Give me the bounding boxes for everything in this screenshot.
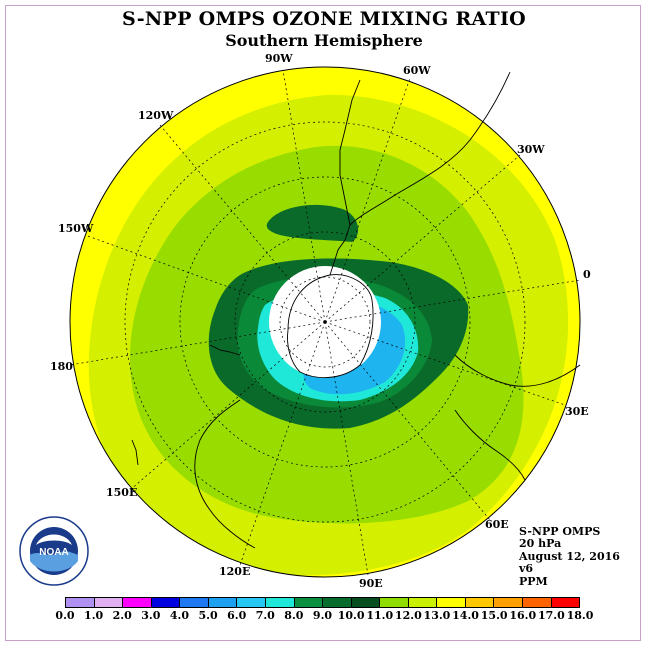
- colorbar-swatch: [379, 598, 408, 607]
- ozone-band-dark-green-patch: [266, 204, 359, 242]
- info-block: S-NPP OMPS 20 hPa August 12, 2016 v6 PPM: [519, 525, 620, 588]
- colorbar-tick-label: 8.0: [284, 609, 304, 622]
- colorbar-tick-label: 0.0: [55, 609, 75, 622]
- colorbar-swatch: [407, 598, 437, 607]
- colorbar-swatch: [293, 598, 323, 607]
- colorbar-tick-label: 12.0: [394, 609, 422, 622]
- colorbar-tick-label: 6.0: [227, 609, 247, 622]
- colorbar-tick-label: 5.0: [198, 609, 218, 622]
- lon-label-60w: 60W: [403, 64, 431, 77]
- colorbar: [65, 597, 580, 608]
- colorbar-swatch: [207, 598, 237, 607]
- coastlines: [131, 71, 581, 549]
- colorbar-swatch: [550, 598, 580, 607]
- lon-label-90e: 90E: [359, 577, 383, 590]
- south-pole-marker: [323, 320, 327, 324]
- map-border: [69, 66, 581, 578]
- lon-label-120e: 120E: [219, 565, 251, 578]
- colorbar-tick-label: 15.0: [480, 609, 508, 622]
- info-version: v6: [519, 562, 534, 576]
- lon-label-180: 180: [50, 360, 73, 373]
- info-date: August 12, 2016: [519, 549, 620, 563]
- colorbar-ticks: 0.0 1.0 2.0 3.0 4.0 5.0 6.0 7.0 8.0 9.0 10.0 11.0 12…: [0, 609, 648, 625]
- lon-label-120w: 120W: [138, 109, 174, 122]
- colorbar-tick-label: 9.0: [312, 609, 333, 622]
- lon-label-30e: 30E: [565, 405, 589, 418]
- map-title: S-NPP OMPS OZONE MIXING RATIO: [121, 8, 527, 30]
- colorbar-swatch: [93, 598, 123, 607]
- colorbar-swatch: [322, 598, 351, 607]
- colorbar-tick-label: 16.0: [509, 609, 537, 622]
- map-subtitle: Southern Hemisphere: [225, 31, 423, 50]
- colorbar-swatch: [522, 598, 551, 607]
- lon-label-0: 0: [583, 268, 591, 281]
- colorbar-swatch: [350, 598, 380, 607]
- colorbar-swatch: [122, 598, 151, 607]
- colorbar-swatch: [264, 598, 294, 607]
- colorbar-tick-label: 13.0: [423, 609, 451, 622]
- lon-label-30w: 30W: [517, 143, 545, 156]
- colorbar-tick-label: 3.0: [141, 609, 161, 622]
- lon-label-90w: 90W: [265, 52, 293, 65]
- noaa-logo-text: NOAA: [39, 547, 68, 558]
- colorbar-tick-label: 17.0: [537, 609, 565, 622]
- graticule: [69, 69, 581, 576]
- info-level: 20 hPa: [519, 537, 562, 551]
- colorbar-swatch: [150, 598, 180, 607]
- colorbar-swatch: [179, 598, 208, 607]
- colorbar-tick-label: 11.0: [366, 609, 394, 622]
- lon-label-150w: 150W: [58, 222, 94, 235]
- colorbar-swatch: [493, 598, 522, 607]
- info-instrument: S-NPP OMPS: [519, 525, 601, 538]
- colorbar-tick-label: 14.0: [452, 609, 479, 622]
- figure-frame: [5, 5, 641, 641]
- lon-label-150e: 150E: [106, 486, 138, 499]
- colorbar-tick-label: 10.0: [337, 609, 365, 622]
- colorbar-swatch: [66, 598, 94, 607]
- colorbar-tick-label: 2.0: [112, 609, 132, 622]
- colorbar-swatch: [236, 598, 265, 607]
- colorbar-swatch: [436, 598, 465, 607]
- colorbar-tick-label: 18.0: [566, 609, 594, 622]
- colorbar-tick-label: 4.0: [169, 609, 190, 622]
- noaa-logo: NOAA: [19, 516, 89, 586]
- lon-label-60e: 60E: [485, 518, 509, 531]
- colorbar-tick-label: 1.0: [84, 609, 104, 622]
- info-units: PPM: [519, 574, 548, 588]
- colorbar-tick-label: 7.0: [255, 609, 275, 622]
- colorbar-swatch: [464, 598, 494, 607]
